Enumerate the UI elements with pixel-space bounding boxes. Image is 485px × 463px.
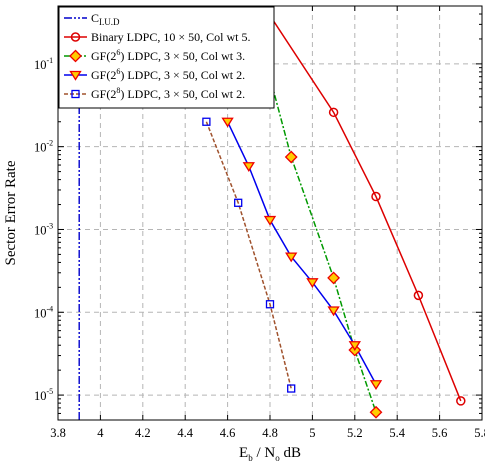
grid-lines (58, 6, 482, 420)
legend-box (58, 6, 275, 109)
data-point-circle (413, 290, 424, 301)
data-point-diamond (369, 405, 383, 419)
data-point-triangle (369, 380, 383, 391)
data-point-square (265, 300, 275, 309)
legend-label-3: GF(26) LDPC, 3 × 50, Col wt 2. (91, 67, 245, 82)
x-tick-label: 5 (309, 426, 315, 440)
x-tick-labels: 3.8 4 4.2 4.4 4.6 4.8 5 5.2 5.4 5.6 5.8 (50, 426, 485, 440)
x-tick-label: 5.6 (432, 426, 448, 440)
legend-label-1: Binary LDPC, 10 × 50, Col wt 5. (91, 30, 250, 44)
series-line-4 (205, 121, 292, 389)
x-tick-label: 3.8 (50, 426, 66, 440)
data-point-triangle (306, 278, 319, 289)
data-point-square (234, 198, 243, 207)
data-point-circle (70, 32, 81, 42)
data-point-triangle (69, 70, 82, 81)
y-tick-labels: 10-5 10-4 10-3 10-2 10-1 (34, 56, 53, 403)
x-tick-label: 4.2 (135, 426, 151, 440)
series-line-3 (226, 121, 377, 385)
data-point-circle (328, 107, 339, 118)
series-line-1 (262, 6, 462, 402)
x-axis-label: Eb / No dB (239, 445, 301, 463)
x-tick-label: 4 (97, 426, 104, 440)
legend-label-4: GF(28) LDPC, 3 × 50, Col wt 2. (91, 86, 245, 101)
data-point-triangle (242, 162, 255, 172)
y-axis-label: Sector Error Rate (3, 160, 19, 265)
x-tick-label: 5.4 (389, 426, 405, 440)
y-tick-label: 10-4 (34, 304, 53, 320)
y-tick-label: 10-5 (34, 387, 53, 403)
data-point-triangle (263, 215, 277, 226)
x-tick-label: 5.2 (347, 426, 363, 440)
data-point-square (287, 384, 296, 393)
data-point-diamond (284, 150, 298, 164)
data-point-diamond (69, 49, 82, 63)
legend-label-2: GF(26) LDPC, 3 × 50, Col wt 3. (91, 48, 245, 63)
data-point-triangle (221, 117, 234, 128)
data-point-square (71, 89, 80, 99)
data-point-triangle (285, 252, 298, 263)
data-point-circle (371, 191, 381, 202)
data-point-diamond (327, 271, 341, 285)
data-point-circle (456, 396, 466, 406)
x-tick-label: 4.4 (177, 426, 193, 440)
data-point-triangle (348, 341, 361, 351)
y-tick-label: 10-3 (34, 221, 53, 237)
y-tick-label: 10-1 (34, 56, 53, 72)
x-tick-label: 5.8 (474, 426, 485, 440)
y-tick-label: 10-2 (34, 139, 53, 155)
data-point-triangle (327, 306, 340, 317)
legend: CI.U.D Binary LDPC, 10 × 50, Col wt 5. GF(… (58, 6, 275, 109)
legend-label-0: CI.U.D (91, 11, 120, 27)
x-tick-label: 4.8 (262, 426, 278, 440)
x-tick-label: 4.6 (220, 426, 236, 440)
data-point-square (202, 117, 211, 126)
